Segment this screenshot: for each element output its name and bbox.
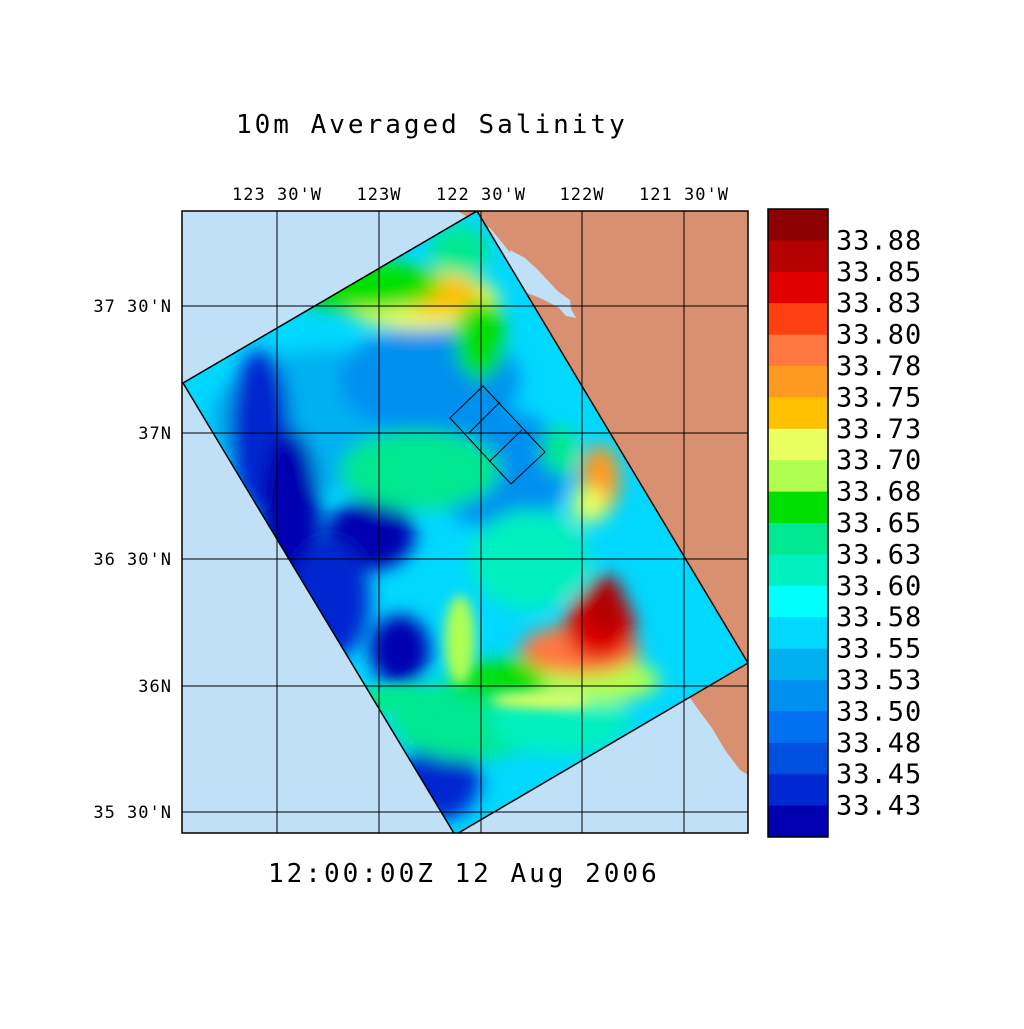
colorbar-swatch	[768, 460, 828, 493]
colorbar-swatch	[768, 742, 828, 775]
colorbar-label: 33.78	[836, 351, 922, 382]
longitude-labels: 123 30'W 123W 122 30'W 122W 121 30'W	[232, 185, 729, 205]
colorbar-label: 33.65	[836, 508, 922, 539]
colorbar-label: 33.73	[836, 414, 922, 445]
colorbar-swatch	[768, 648, 828, 681]
colorbar-label: 33.55	[836, 634, 922, 665]
subdomain-divider	[468, 401, 501, 434]
lon-tick-label: 122 30'W	[436, 185, 526, 205]
colorbar-frame	[767, 208, 829, 838]
colorbar-swatch	[768, 617, 828, 650]
colorbar-label: 33.50	[836, 696, 922, 727]
colorbar-label: 33.83	[836, 288, 922, 319]
colorbar-label: 33.63	[836, 539, 922, 570]
colorbar-label: 33.85	[836, 257, 922, 288]
colorbar-swatch	[768, 240, 828, 273]
colorbar-swatch	[768, 554, 828, 587]
san-francisco-bay	[510, 250, 576, 318]
salinity-field	[183, 211, 748, 833]
colorbar-swatch	[768, 774, 828, 807]
lat-tick-label: 35 30'N	[93, 803, 172, 823]
colorbar-swatch	[768, 523, 828, 555]
colorbar-swatch	[768, 209, 828, 241]
colorbar-label: 33.53	[836, 665, 922, 696]
latitude-labels: 37 30'N 37N 36 30'N 36N 35 30'N	[93, 297, 172, 823]
lon-tick-label: 121 30'W	[639, 185, 729, 205]
map-area	[182, 211, 748, 833]
colorbar-labels: 33.8833.8533.8333.8033.7833.7533.7333.70…	[836, 225, 922, 822]
colorbar-swatch	[768, 303, 828, 336]
colorbar-label: 33.60	[836, 571, 922, 602]
time-stamp: 12:00:00Z 12 Aug 2006	[268, 859, 660, 889]
lat-tick-label: 36 30'N	[93, 550, 172, 570]
graticule	[182, 211, 748, 833]
colorbar-swatch	[768, 491, 828, 524]
colorbar-swatch	[768, 585, 828, 618]
colorbar-swatch	[768, 334, 828, 367]
colorbar-swatch	[768, 711, 828, 744]
subdomain-divider	[488, 429, 523, 463]
colorbar-label: 33.80	[836, 320, 922, 351]
subdomain-box	[449, 385, 546, 485]
lat-tick-label: 37 30'N	[93, 297, 172, 317]
colorbar-label: 33.48	[836, 728, 922, 759]
colorbar-label: 33.88	[836, 225, 922, 256]
colorbar-swatch	[768, 680, 828, 712]
colorbar	[767, 208, 829, 838]
colorbar-swatch	[768, 271, 828, 304]
map-frame	[181, 210, 749, 834]
colorbar-swatch	[768, 428, 828, 461]
colorbar-label: 33.75	[836, 382, 922, 413]
map-title: 10m Averaged Salinity	[236, 110, 628, 140]
colorbar-swatch	[768, 366, 828, 398]
lon-tick-label: 122W	[560, 185, 605, 205]
colorbar-swatch	[768, 397, 828, 430]
lat-tick-label: 36N	[138, 677, 172, 697]
colorbar-label: 33.58	[836, 602, 922, 633]
colorbar-swatch	[768, 805, 828, 838]
lat-tick-label: 37N	[138, 424, 172, 444]
colorbar-label: 33.68	[836, 477, 922, 508]
colorbar-label: 33.70	[836, 445, 922, 476]
lon-tick-label: 123W	[357, 185, 402, 205]
colorbar-label: 33.45	[836, 759, 922, 790]
lon-tick-label: 123 30'W	[232, 185, 322, 205]
colorbar-label: 33.43	[836, 791, 922, 822]
